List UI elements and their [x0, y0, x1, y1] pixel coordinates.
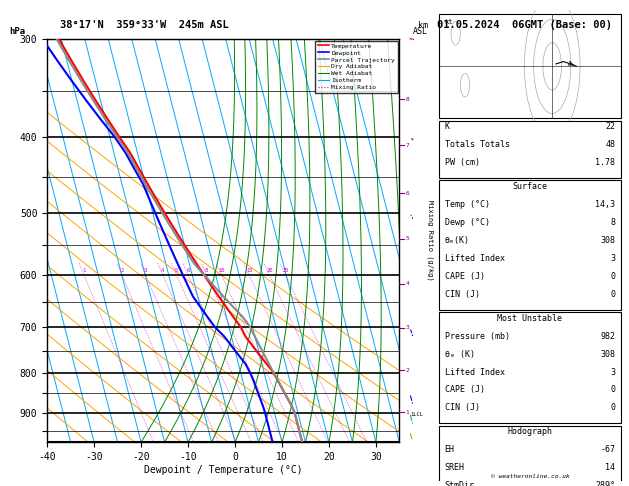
Text: θₑ(K): θₑ(K)	[445, 236, 470, 245]
Text: 982: 982	[600, 332, 615, 341]
Text: Dewp (°C): Dewp (°C)	[445, 218, 489, 227]
Text: 7: 7	[406, 143, 409, 148]
Text: StmDir: StmDir	[445, 481, 474, 486]
Text: EH: EH	[445, 445, 455, 454]
Text: 3: 3	[610, 367, 615, 377]
Text: CIN (J): CIN (J)	[445, 290, 479, 299]
Text: 0: 0	[610, 272, 615, 281]
Text: 2: 2	[406, 368, 409, 373]
Text: Most Unstable: Most Unstable	[498, 314, 562, 323]
Text: Surface: Surface	[513, 182, 547, 191]
Text: -67: -67	[600, 445, 615, 454]
Text: Hodograph: Hodograph	[508, 427, 552, 436]
Text: Mixing Ratio (g/kg): Mixing Ratio (g/kg)	[427, 200, 433, 281]
Text: Totals Totals: Totals Totals	[445, 140, 509, 149]
Text: 0: 0	[610, 403, 615, 412]
Text: 289°: 289°	[595, 481, 615, 486]
Text: 22: 22	[605, 122, 615, 131]
Text: 15: 15	[246, 268, 252, 273]
Text: 1: 1	[406, 410, 409, 415]
Text: 5: 5	[406, 236, 409, 242]
Text: θₑ (K): θₑ (K)	[445, 349, 474, 359]
Text: 10: 10	[218, 268, 225, 273]
Text: 308: 308	[600, 236, 615, 245]
Text: 0: 0	[610, 290, 615, 299]
Text: 48: 48	[605, 140, 615, 149]
Text: 01.05.2024  06GMT (Base: 00): 01.05.2024 06GMT (Base: 00)	[437, 20, 612, 30]
Text: 0: 0	[610, 385, 615, 395]
Text: 14: 14	[605, 463, 615, 472]
Text: km: km	[418, 21, 428, 30]
Text: 20: 20	[266, 268, 272, 273]
Text: kt: kt	[445, 19, 453, 25]
Text: 308: 308	[600, 349, 615, 359]
Text: 1LCL: 1LCL	[410, 412, 423, 417]
Text: 3: 3	[144, 268, 147, 273]
Text: 38°17'N  359°33'W  245m ASL: 38°17'N 359°33'W 245m ASL	[60, 20, 228, 30]
Bar	[439, 15, 621, 118]
Text: 8: 8	[610, 218, 615, 227]
Text: 4: 4	[406, 281, 409, 286]
Legend: Temperature, Dewpoint, Parcel Trajectory, Dry Adiabat, Wet Adiabat, Isotherm, Mi: Temperature, Dewpoint, Parcel Trajectory…	[315, 41, 398, 93]
Text: 8: 8	[406, 97, 409, 102]
Text: 25: 25	[282, 268, 289, 273]
Text: 1.78: 1.78	[595, 158, 615, 167]
Text: Pressure (mb): Pressure (mb)	[445, 332, 509, 341]
Bar	[439, 121, 621, 178]
Text: Lifted Index: Lifted Index	[445, 254, 504, 263]
Text: 2: 2	[120, 268, 123, 273]
Text: 1: 1	[82, 268, 86, 273]
Text: hPa: hPa	[9, 27, 26, 36]
Text: 6: 6	[186, 268, 189, 273]
Text: 3: 3	[610, 254, 615, 263]
Text: CIN (J): CIN (J)	[445, 403, 479, 412]
Text: 4: 4	[161, 268, 164, 273]
Text: 14,3: 14,3	[595, 200, 615, 209]
Text: 8: 8	[205, 268, 208, 273]
Text: Temp (°C): Temp (°C)	[445, 200, 489, 209]
X-axis label: Dewpoint / Temperature (°C): Dewpoint / Temperature (°C)	[144, 465, 303, 475]
Bar	[439, 426, 621, 486]
Text: PW (cm): PW (cm)	[445, 158, 479, 167]
Text: ASL: ASL	[413, 27, 428, 36]
Text: K: K	[445, 122, 450, 131]
Text: © weatheronline.co.uk: © weatheronline.co.uk	[491, 474, 569, 479]
Text: SREH: SREH	[445, 463, 465, 472]
Bar	[439, 312, 621, 423]
Text: Lifted Index: Lifted Index	[445, 367, 504, 377]
Text: 3: 3	[406, 325, 409, 330]
Text: CAPE (J): CAPE (J)	[445, 272, 484, 281]
Bar	[439, 180, 621, 310]
Text: 5: 5	[175, 268, 178, 273]
Text: 6: 6	[406, 191, 409, 195]
Text: CAPE (J): CAPE (J)	[445, 385, 484, 395]
